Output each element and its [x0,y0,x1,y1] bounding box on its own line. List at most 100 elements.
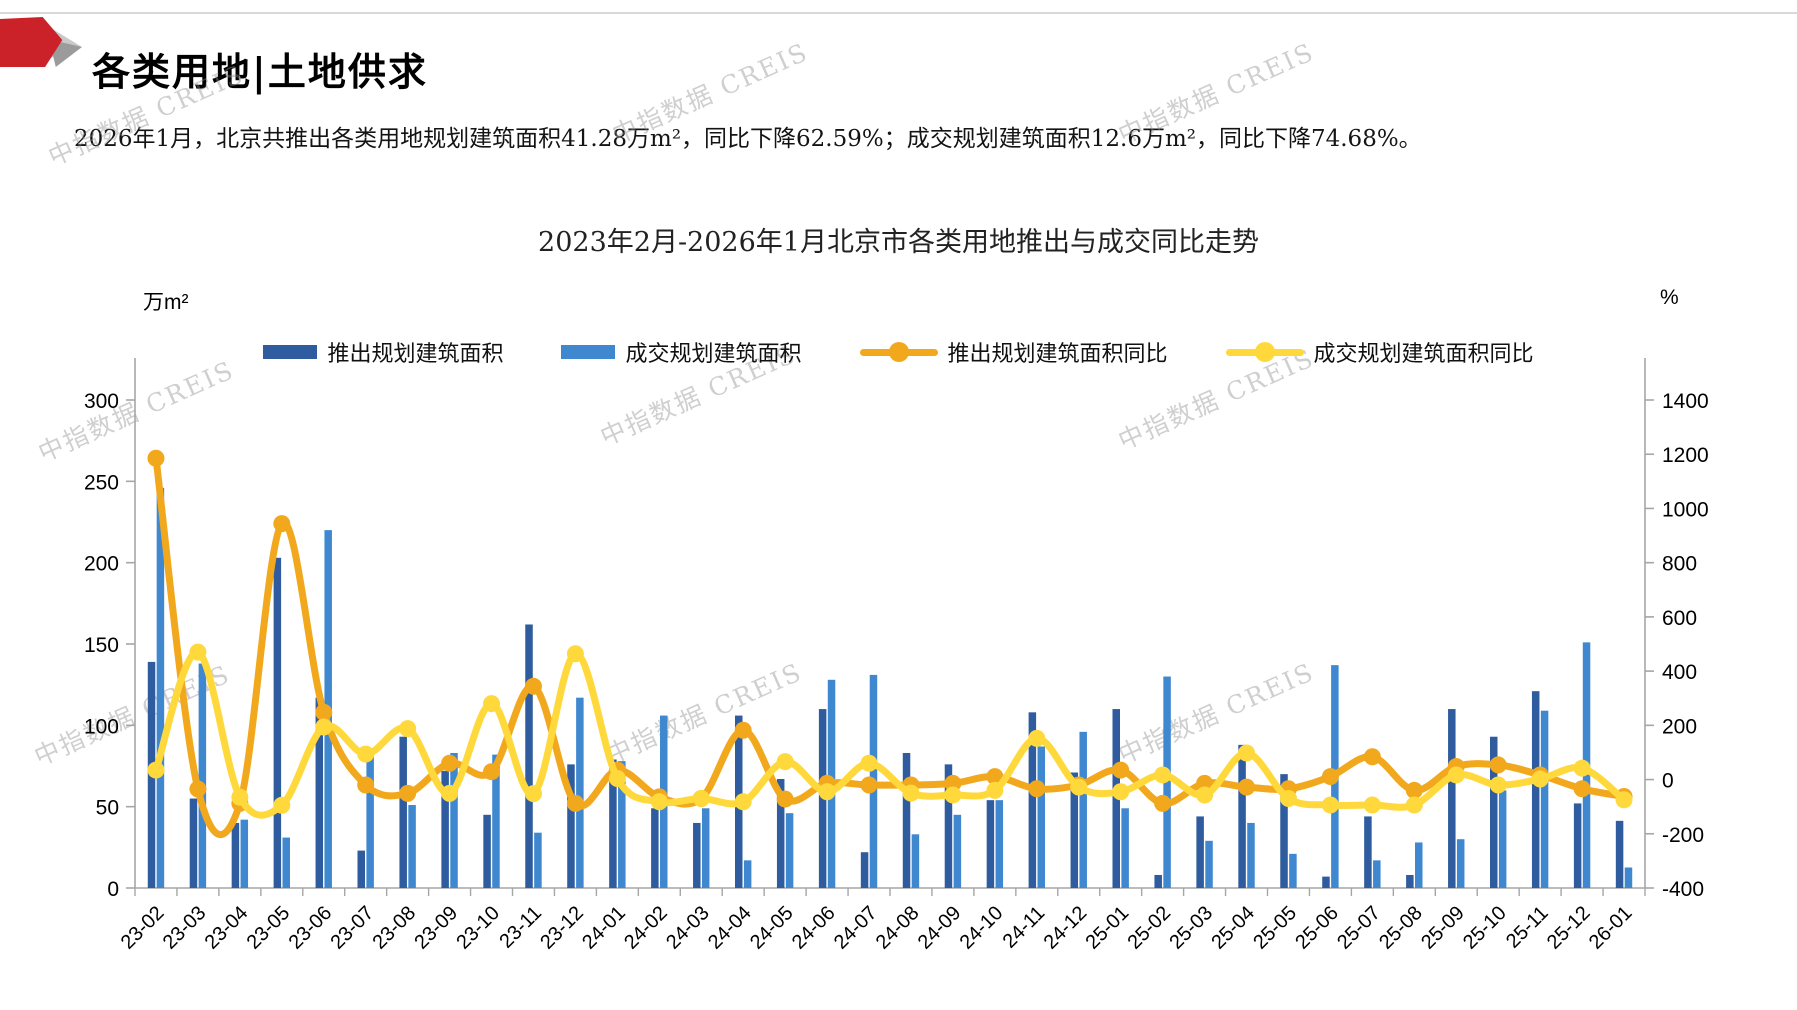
bar-transaction-area [1289,853,1297,888]
legend-label: 成交规划建筑面积同比 [1313,342,1534,367]
legend-item-1: 成交规划建筑面积 [561,336,802,368]
bar-supply-area [483,814,491,888]
marker-transaction-yoy [1405,796,1423,814]
x-axis-category-label: 23-03 [159,902,211,954]
bar-transaction-area [240,819,249,888]
marker-supply-yoy [1573,780,1591,798]
bar-transaction-area [366,754,374,888]
bar-supply-area [1280,774,1288,888]
marker-supply-yoy [147,449,165,467]
summary-text: 2026年1月，北京共推出各类用地规划建筑面积41.28万m²，同比下降62.5… [74,126,1422,152]
legend-item-3: 成交规划建筑面积同比 [1225,336,1534,368]
marker-transaction-yoy [1531,770,1549,788]
marker-transaction-yoy [189,643,207,661]
marker-supply-yoy [1238,778,1256,796]
marker-supply-yoy [1154,794,1172,812]
marker-transaction-yoy [1028,729,1046,747]
marker-supply-yoy [483,763,501,781]
bar-transaction-area [408,805,416,888]
marker-transaction-yoy [650,793,668,811]
legend-line-swatch [1225,342,1304,362]
x-axis-category-label: 23-08 [368,902,420,954]
x-axis-category-label: 24-09 [914,902,966,954]
legend-label: 成交规划建筑面积 [625,342,802,367]
marker-supply-yoy [1405,781,1423,799]
marker-supply-yoy [776,790,794,808]
marker-transaction-yoy [524,785,542,803]
bar-supply-area [315,697,324,888]
chart-title: 2023年2月-2026年1月北京市各类用地推出与成交同比走势 [538,227,1259,258]
left-axis-tick-label: 150 [84,634,119,657]
marker-transaction-yoy [776,753,794,771]
left-axis-tick-label: 50 [96,797,119,820]
bar-transaction-area [1498,790,1507,888]
marker-supply-yoy [524,677,542,695]
bar-transaction-area [156,487,165,888]
marker-transaction-yoy [608,769,626,787]
x-axis-category-label: 24-03 [662,902,714,954]
bar-transaction-area [1415,842,1423,888]
bar-supply-area [1531,691,1540,888]
right-axis-tick-label: 1000 [1662,498,1709,521]
x-axis-category-label: 23-05 [243,902,295,954]
marker-transaction-yoy [483,695,501,713]
marker-transaction-yoy [902,784,920,802]
bar-supply-area [1364,816,1372,888]
bar-supply-area [441,770,449,888]
x-axis-category-label: 24-04 [704,902,756,954]
bar-supply-area [1573,803,1582,888]
bar-transaction-area [995,800,1004,888]
bar-supply-area [1070,772,1079,888]
bar-supply-area [357,850,365,888]
bar-transaction-area [1456,839,1465,888]
marker-transaction-yoy [692,790,710,808]
bar-supply-area [1322,876,1330,888]
marker-supply-yoy [399,784,417,802]
bar-supply-area [399,736,407,888]
bar-supply-area [1028,712,1037,888]
marker-transaction-yoy [231,788,249,806]
marker-supply-yoy [1363,748,1381,766]
marker-transaction-yoy [1279,790,1297,808]
bar-transaction-area [1163,676,1171,888]
x-axis-category-label: 24-02 [620,902,672,954]
bar-supply-area [1448,709,1456,888]
bar-transaction-area [1079,731,1087,888]
marker-transaction-yoy [315,718,333,736]
x-axis-category-label: 23-11 [495,902,546,953]
left-axis-tick-label: 250 [84,471,119,494]
x-axis-category-label: 25-03 [1165,902,1217,954]
left-axis-tick-label: 300 [84,390,119,413]
left-axis-unit-label: 万m² [143,291,189,314]
marker-transaction-yoy [1321,796,1339,814]
marker-supply-yoy [1321,768,1339,786]
bar-transaction-area [1247,822,1255,888]
x-axis-category-label: 23-12 [536,902,588,954]
page-title: 各类用地|土地供求 [92,49,428,95]
legend-line-swatch [859,342,938,362]
bar-supply-area [1489,736,1498,888]
bar-transaction-area [953,814,962,888]
bar-supply-area [860,852,869,888]
x-axis-category-label: 25-10 [1459,902,1511,954]
marker-transaction-yoy [357,745,375,763]
marker-transaction-yoy [860,754,878,772]
marker-supply-yoy [441,754,459,772]
x-axis-category-label: 25-02 [1123,902,1175,954]
left-axis-tick-label: 0 [107,878,119,901]
x-axis-category-label: 25-04 [1207,902,1259,954]
marker-transaction-yoy [1615,791,1633,809]
bar-supply-area [902,752,911,888]
bar-transaction-area [1037,746,1046,888]
right-axis-tick-label: -400 [1662,878,1704,901]
bar-supply-area [944,764,953,888]
legend-bar-swatch [263,345,318,359]
bar-transaction-area [1624,867,1633,888]
x-axis-category-label: 23-02 [117,902,169,954]
marker-transaction-yoy [944,786,962,804]
x-axis-category-label: 25-05 [1249,902,1301,954]
creis-logo [0,17,82,67]
bar-transaction-area [1205,840,1213,888]
chart-plot-area: 0 50 100 150 200 250 300 -400 -200 0 200 400 600 800 1… [84,358,1709,954]
bar-supply-area [1406,874,1414,888]
